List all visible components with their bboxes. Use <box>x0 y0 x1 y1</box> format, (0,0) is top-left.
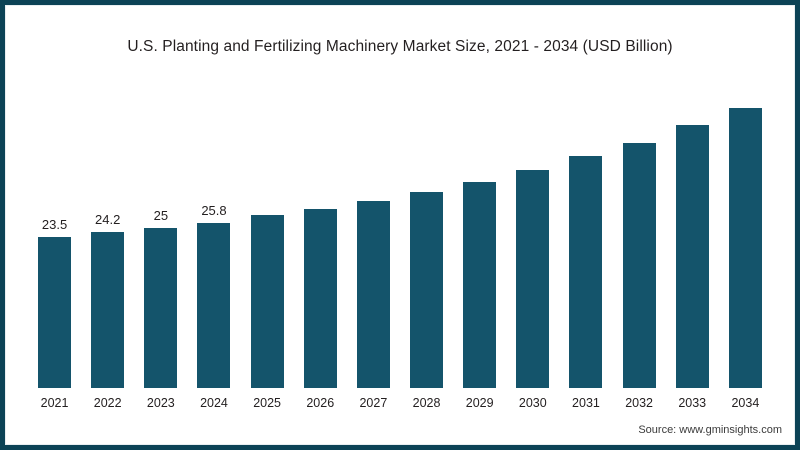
bar-slot-2028 <box>400 80 453 388</box>
x-tick-2026: 2026 <box>306 396 335 410</box>
x-tick-2022: 2022 <box>93 396 122 410</box>
bar-2021[interactable] <box>38 237 72 388</box>
chart-background <box>6 6 794 444</box>
bar-slot-2034 <box>719 80 772 388</box>
x-tick-2025: 2025 <box>253 396 282 410</box>
x-tick-2032: 2032 <box>625 396 653 410</box>
bar-2026[interactable] <box>303 209 337 388</box>
bar-slot-2021: 23.5 <box>28 80 81 388</box>
bar-2034[interactable] <box>728 108 762 388</box>
bar-slot-2023: 25 <box>134 80 187 388</box>
bar-value-label-2023: 25 <box>153 208 169 223</box>
bar-2024[interactable] <box>197 223 231 388</box>
bar-2028[interactable] <box>410 192 444 388</box>
bar-value-label-2021: 23.5 <box>41 217 68 232</box>
bar-2025[interactable] <box>250 215 284 388</box>
bar-slot-2029 <box>453 80 506 388</box>
bar-2022[interactable] <box>91 232 125 388</box>
x-tick-2030: 2030 <box>518 396 547 410</box>
x-tick-2033: 2033 <box>678 396 707 410</box>
x-tick-2024: 2024 <box>200 396 228 410</box>
bar-2030[interactable] <box>516 170 550 388</box>
bar-2032[interactable] <box>622 143 656 388</box>
bar-slot-2032 <box>613 80 666 388</box>
bar-2031[interactable] <box>569 156 603 388</box>
bar-value-label-2022: 24.2 <box>95 212 121 227</box>
bar-slot-2022: 24.2 <box>81 80 134 388</box>
x-tick-2023: 2023 <box>146 396 175 410</box>
bar-slot-2025 <box>241 80 294 388</box>
bar-slot-2033 <box>666 80 719 388</box>
bar-slot-2031 <box>559 80 612 388</box>
bar-slot-2030 <box>506 80 559 388</box>
bar-slot-2027 <box>347 80 400 388</box>
x-tick-2021: 2021 <box>40 396 69 410</box>
chart-title: U.S. Planting and Fertilizing Machinery … <box>127 38 673 55</box>
x-tick-2027: 2027 <box>359 396 388 410</box>
bar-series: 23.5 24.2 25 25.8 <box>28 80 772 388</box>
source-attribution: Source: www.gminsights.com <box>638 424 782 436</box>
bar-slot-2024: 25.8 <box>187 80 240 388</box>
x-axis-tick-labels: 2021 2022 2023 2024 2025 2026 2027 2028 … <box>28 396 772 410</box>
bar-2023[interactable] <box>144 228 178 388</box>
x-tick-2031: 2031 <box>572 396 600 410</box>
bar-2029[interactable] <box>463 182 497 388</box>
bar-2027[interactable] <box>356 201 390 388</box>
bar-slot-2026 <box>294 80 347 388</box>
bar-2033[interactable] <box>675 125 709 388</box>
plot-area: 23.5 24.2 25 25.8 <box>28 80 772 388</box>
x-tick-2034: 2034 <box>731 396 760 410</box>
bar-value-label-2024: 25.8 <box>201 203 227 218</box>
x-tick-2028: 2028 <box>412 396 441 410</box>
x-tick-2029: 2029 <box>465 396 494 410</box>
